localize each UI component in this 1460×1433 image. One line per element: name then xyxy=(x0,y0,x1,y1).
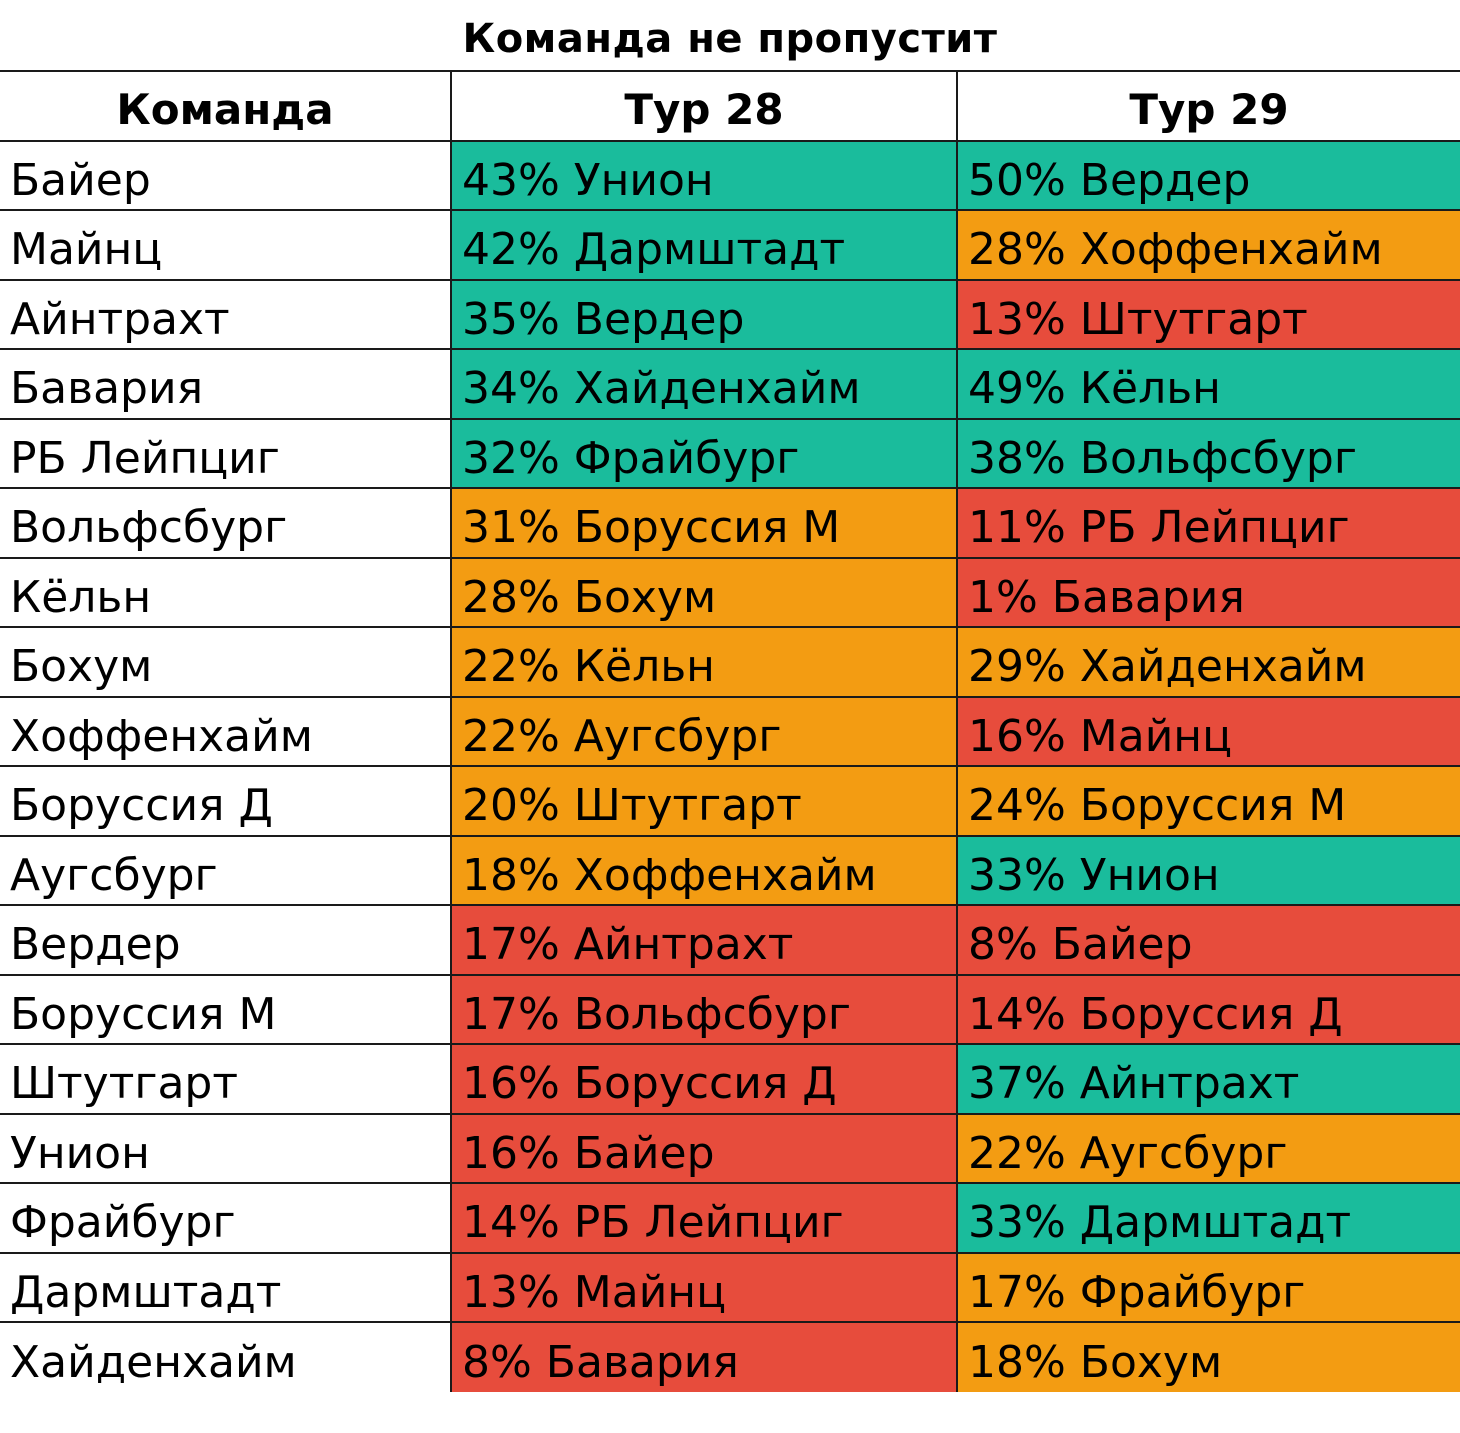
table-row: Хоффенхайм 22% Аугсбург 16% Майнц xyxy=(0,695,1460,767)
table-row: Кёльн 28% Бохум 1% Бавария xyxy=(0,556,1460,628)
round-28-cell: 20% Штутгарт xyxy=(450,765,958,837)
round-29-cell: 18% Бохум xyxy=(956,1321,1460,1392)
round-28-cell: 17% Айнтрахт xyxy=(450,904,958,976)
round-28-cell: 22% Аугсбург xyxy=(450,695,958,767)
round-29-cell: 29% Хайденхайм xyxy=(956,626,1460,698)
round-29-cell: 1% Бавария xyxy=(956,556,1460,628)
round-28-cell: 43% Унион xyxy=(450,139,958,211)
table-row: Фрайбург 14% РБ Лейпциг 33% Дармштадт xyxy=(0,1182,1460,1254)
round-29-cell: 50% Вердер xyxy=(956,139,1460,211)
round-28-cell: 16% Байер xyxy=(450,1112,958,1184)
round-29-cell: 11% РБ Лейпциг xyxy=(956,487,1460,559)
round-28-cell: 32% Фрайбург xyxy=(450,417,958,489)
team-name-cell: Бохум xyxy=(0,626,452,698)
round-29-cell: 33% Дармштадт xyxy=(956,1182,1460,1254)
round-28-cell: 17% Вольфсбург xyxy=(450,973,958,1045)
table-row: Унион 16% Байер 22% Аугсбург xyxy=(0,1112,1460,1184)
round-29-cell: 8% Байер xyxy=(956,904,1460,976)
clean-sheet-table: Команда Тур 28 Тур 29 Байер 43% Унион 50% … xyxy=(0,70,1460,1392)
table-title: Команда не пропустит xyxy=(462,16,998,62)
team-name-cell: Аугсбург xyxy=(0,834,452,906)
round-29-cell: 22% Аугсбург xyxy=(956,1112,1460,1184)
round-29-cell: 13% Штутгарт xyxy=(956,278,1460,350)
round-29-cell: 28% Хоффенхайм xyxy=(956,209,1460,281)
table-row: Дармштадт 13% Майнц 17% Фрайбург xyxy=(0,1251,1460,1323)
table-row: Айнтрахт 35% Вердер 13% Штутгарт xyxy=(0,278,1460,350)
team-name-cell: Байер xyxy=(0,139,452,211)
team-name-cell: Хоффенхайм xyxy=(0,695,452,767)
column-header-team: Команда xyxy=(0,70,452,142)
table-row: Боруссия Д 20% Штутгарт 24% Боруссия М xyxy=(0,765,1460,837)
team-name-cell: Вольфсбург xyxy=(0,487,452,559)
team-name-cell: Дармштадт xyxy=(0,1251,452,1323)
round-28-cell: 31% Боруссия М xyxy=(450,487,958,559)
table-row: РБ Лейпциг 32% Фрайбург 38% Вольфсбург xyxy=(0,417,1460,489)
round-28-cell: 35% Вердер xyxy=(450,278,958,350)
round-28-cell: 34% Хайденхайм xyxy=(450,348,958,420)
team-name-cell: Боруссия Д xyxy=(0,765,452,837)
round-29-cell: 49% Кёльн xyxy=(956,348,1460,420)
team-name-cell: Штутгарт xyxy=(0,1043,452,1115)
round-28-cell: 42% Дармштадт xyxy=(450,209,958,281)
round-29-cell: 38% Вольфсбург xyxy=(956,417,1460,489)
team-name-cell: Бавария xyxy=(0,348,452,420)
team-name-cell: Хайденхайм xyxy=(0,1321,452,1392)
team-name-cell: Унион xyxy=(0,1112,452,1184)
team-name-cell: Фрайбург xyxy=(0,1182,452,1254)
table-row: Бохум 22% Кёльн 29% Хайденхайм xyxy=(0,626,1460,698)
table-row: Вольфсбург 31% Боруссия М 11% РБ Лейпциг xyxy=(0,487,1460,559)
table-row: Вердер 17% Айнтрахт 8% Байер xyxy=(0,904,1460,976)
team-name-cell: Айнтрахт xyxy=(0,278,452,350)
table-row: Боруссия М 17% Вольфсбург 14% Боруссия Д xyxy=(0,973,1460,1045)
team-name-cell: Кёльн xyxy=(0,556,452,628)
round-28-cell: 28% Бохум xyxy=(450,556,958,628)
team-name-cell: РБ Лейпциг xyxy=(0,417,452,489)
round-29-cell: 33% Унион xyxy=(956,834,1460,906)
round-29-cell: 37% Айнтрахт xyxy=(956,1043,1460,1115)
team-name-cell: Вердер xyxy=(0,904,452,976)
team-name-cell: Боруссия М xyxy=(0,973,452,1045)
round-29-cell: 24% Боруссия М xyxy=(956,765,1460,837)
table-row: Хайденхайм 8% Бавария 18% Бохум xyxy=(0,1321,1460,1392)
round-28-cell: 16% Боруссия Д xyxy=(450,1043,958,1115)
team-name-cell: Майнц xyxy=(0,209,452,281)
table-row: Байер 43% Унион 50% Вердер xyxy=(0,139,1460,211)
column-header-round-28: Тур 28 xyxy=(450,70,958,142)
table-row: Майнц 42% Дармштадт 28% Хоффенхайм xyxy=(0,209,1460,281)
table-row: Штутгарт 16% Боруссия Д 37% Айнтрахт xyxy=(0,1043,1460,1115)
round-28-cell: 8% Бавария xyxy=(450,1321,958,1392)
column-header-round-29: Тур 29 xyxy=(956,70,1460,142)
header-row: Команда Тур 28 Тур 29 xyxy=(0,70,1460,142)
table-row: Бавария 34% Хайденхайм 49% Кёльн xyxy=(0,348,1460,420)
round-28-cell: 13% Майнц xyxy=(450,1251,958,1323)
round-29-cell: 16% Майнц xyxy=(956,695,1460,767)
round-29-cell: 17% Фрайбург xyxy=(956,1251,1460,1323)
round-28-cell: 18% Хоффенхайм xyxy=(450,834,958,906)
table-row: Аугсбург 18% Хоффенхайм 33% Унион xyxy=(0,834,1460,906)
round-28-cell: 14% РБ Лейпциг xyxy=(450,1182,958,1254)
round-29-cell: 14% Боруссия Д xyxy=(956,973,1460,1045)
round-28-cell: 22% Кёльн xyxy=(450,626,958,698)
